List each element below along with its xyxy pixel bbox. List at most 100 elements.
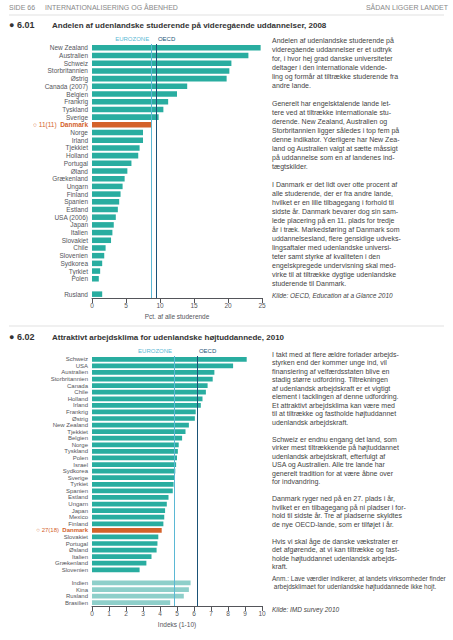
svg-text:derende. New Zealand, Australi: derende. New Zealand, Australien og: [272, 118, 387, 126]
svg-text:hold til sidste år. Tre af pla: hold til sidste år. Tre af pladserne sky…: [272, 512, 402, 520]
svg-text:Storbritannien: Storbritannien: [48, 67, 89, 74]
svg-text:Anm.: Lave værdier indikerer,: Anm.: Lave værdier indikerer, at landets…: [272, 575, 447, 582]
svg-text:10: 10: [156, 302, 164, 309]
svg-text:Grækenland: Grækenland: [52, 175, 88, 182]
svg-text:8: 8: [226, 610, 230, 617]
svg-text:år i træk. Markedsføring af Da: år i træk. Markedsføring af Danmark som: [272, 226, 400, 234]
svg-text:arbejdsklimaet for udenlandske: arbejdsklimaet for udenlandske højtuddan…: [272, 583, 437, 591]
svg-text:finansiering af velfærdsstaten: finansiering af velfærdsstaten blive en: [272, 368, 390, 376]
svg-text:Australien: Australien: [61, 369, 88, 375]
svg-text:virke til at tiltrække dygtige: virke til at tiltrække dygtige udenlands…: [272, 271, 396, 279]
svg-text:udenlandsk arbejdskraft.: udenlandsk arbejdskraft.: [272, 419, 348, 427]
svg-text:Et attraktivt arbejdsklima kan: Et attraktivt arbejdsklima kan være med: [272, 402, 395, 410]
svg-text:Estland: Estland: [68, 494, 88, 500]
svg-text:kraft.: kraft.: [272, 563, 288, 570]
svg-text:Irland: Irland: [73, 402, 88, 408]
svg-text:Canada: Canada: [67, 383, 89, 389]
svg-text:lingsaftaler med udenlandske u: lingsaftaler med udenlandske universi-: [272, 244, 392, 252]
svg-text:deltager i den internationale: deltager i den internationale vidende-: [272, 64, 388, 72]
svg-text:0: 0: [90, 302, 94, 309]
svg-text:2: 2: [124, 610, 128, 617]
svg-text:Danmark: Danmark: [62, 527, 88, 533]
svg-text:alle studerende, der er fra an: alle studerende, der er fra andre lande,: [272, 190, 393, 197]
svg-text:USA og Australien. Alle tre la: USA og Australien. Alle tre lande har: [272, 461, 386, 469]
svg-text:for, i hvor hej grad danske un: for, i hvor hej grad danske universitete…: [272, 55, 393, 63]
svg-text:10: 10: [258, 610, 266, 617]
svg-text:Holland: Holland: [66, 152, 88, 159]
svg-text:tere ved at tiltrække internat: tere ved at tiltrække internationale stu…: [272, 109, 392, 116]
svg-text:Norge: Norge: [72, 442, 89, 448]
svg-text:af udenlandsk arbejdskraft er: af udenlandsk arbejdskraft er et vigtigt: [272, 385, 390, 393]
svg-text:Irland: Irland: [72, 137, 89, 144]
svg-text:Ungarn: Ungarn: [68, 501, 88, 507]
svg-text:hvilket er en tilbagegang på n: hvilket er en tilbagegang på ni pladser …: [272, 504, 407, 512]
svg-text:3: 3: [141, 610, 145, 617]
svg-text:Israel: Israel: [73, 462, 88, 468]
svg-text:Øsland: Øsland: [69, 547, 88, 553]
svg-text:Slovakiet: Slovakiet: [62, 237, 89, 244]
svg-text:6: 6: [192, 610, 196, 617]
svg-text:15: 15: [190, 302, 198, 309]
svg-text:9: 9: [243, 610, 247, 617]
svg-text:Tjekkiet: Tjekkiet: [67, 429, 88, 435]
svg-text:andre lande.: andre lande.: [272, 82, 311, 89]
svg-text:teter samt styrke af kvalitete: teter samt styrke af kvaliteten i den: [272, 253, 380, 261]
svg-text:Slovenien: Slovenien: [59, 252, 88, 259]
svg-text:Andelen af udenlandske studere: Andelen af udenlandske studerende på: [272, 37, 394, 45]
svg-text:engelskpregede undervisning sk: engelskpregede undervisning skal med-: [272, 262, 396, 270]
svg-text:hvilket er en lille tilbagegan: hvilket er en lille tilbagegang i forhol…: [272, 199, 394, 207]
svg-text:for indvandring.: for indvandring.: [272, 478, 320, 486]
svg-text:Frankrig: Frankrig: [66, 409, 88, 415]
svg-text:styrken end der kommer unge in: styrken end der kommer unge ind, vil: [272, 359, 387, 367]
svg-text:Kilde: IMD survey 2010: Kilde: IMD survey 2010: [272, 606, 340, 614]
svg-text:Grækenland: Grækenland: [55, 560, 88, 566]
svg-text:Polen: Polen: [71, 275, 88, 282]
svg-text:Øland: Øland: [71, 168, 89, 175]
svg-text:● 6.02: ● 6.02: [9, 332, 34, 342]
svg-text:5: 5: [124, 302, 128, 309]
svg-text:5: 5: [175, 610, 179, 617]
svg-text:Østrig: Østrig: [72, 416, 88, 422]
svg-text:Italien: Italien: [71, 229, 89, 236]
svg-text:lede placering på en 11. plads: lede placering på en 11. plads for tredj…: [272, 217, 395, 225]
svg-text:25: 25: [258, 302, 266, 309]
svg-text:Finland: Finland: [67, 191, 89, 198]
svg-text:denne indikator. Yderligere ha: denne indikator. Yderligere har New Zea-: [272, 136, 400, 144]
svg-text:Holland: Holland: [68, 396, 88, 402]
svg-text:SÅDAN LIGGER LANDET: SÅDAN LIGGER LANDET: [366, 3, 449, 11]
svg-text:I Danmark er det lidt over ott: I Danmark er det lidt over otte procent …: [272, 181, 397, 189]
svg-text:OECD: OECD: [199, 348, 217, 354]
svg-text:Andelen af udenlandske studere: Andelen af udenlandske studerende på vid…: [52, 21, 327, 30]
svg-text:Schweiz er endnu engang det la: Schweiz er endnu engang det land, som: [272, 436, 397, 444]
svg-text:Australien: Australien: [59, 52, 88, 59]
svg-text:på uddannelse som en af landen: på uddannelse som en af landenes ind-: [272, 154, 395, 162]
svg-text:Danmark: Danmark: [60, 121, 88, 128]
svg-text:generelt tradition for at være: generelt tradition for at være åbne over: [272, 470, 394, 478]
svg-text:Attraktivt arbejdsklima for ud: Attraktivt arbejdsklima for udenlandske …: [52, 333, 285, 342]
svg-text:INTERNATIONALISERING OG ÅBENHE: INTERNATIONALISERING OG ÅBENHED: [45, 3, 178, 11]
svg-text:tægtskilder.: tægtskilder.: [272, 163, 308, 171]
svg-text:7: 7: [209, 610, 213, 617]
svg-text:Sverige: Sverige: [68, 475, 89, 481]
svg-text:Mexico: Mexico: [69, 514, 89, 520]
svg-text:20: 20: [224, 302, 232, 309]
svg-text:sidste år. Danmark bevarer dog: sidste år. Danmark bevarer dog sin sam-: [272, 208, 399, 216]
svg-text:land og Australien valgt at sæ: land og Australien valgt at sætte måssig…: [272, 145, 398, 153]
svg-text:Estland: Estland: [66, 206, 88, 213]
svg-text:Storbritannien ligger således: Storbritannien ligger således i top fem …: [272, 127, 399, 135]
svg-text:Portugal: Portugal: [66, 541, 88, 547]
svg-text:virker mest tiltrækkende på hø: virker mest tiltrækkende på højtuddannet: [272, 444, 399, 452]
svg-text:element i tacklingen af denne: element i tacklingen af denne udfordring…: [272, 393, 399, 401]
svg-text:Storbritannien: Storbritannien: [51, 376, 88, 382]
svg-text:Schweiz: Schweiz: [66, 356, 88, 362]
svg-text:4: 4: [158, 610, 162, 617]
svg-text:Rusland: Rusland: [64, 291, 88, 298]
svg-text:videregáende uddannelser er e: videregáende uddannelser er et udtryk: [272, 46, 392, 54]
svg-text:Indien: Indien: [72, 580, 88, 586]
svg-text:Brasilien: Brasilien: [65, 600, 88, 606]
svg-text:New Zealand: New Zealand: [50, 44, 89, 51]
svg-text:Slovakiet: Slovakiet: [64, 534, 89, 540]
svg-text:EUROZONE: EUROZONE: [138, 348, 172, 354]
svg-text:Chile: Chile: [73, 244, 88, 251]
svg-text:Kina: Kina: [76, 587, 89, 593]
